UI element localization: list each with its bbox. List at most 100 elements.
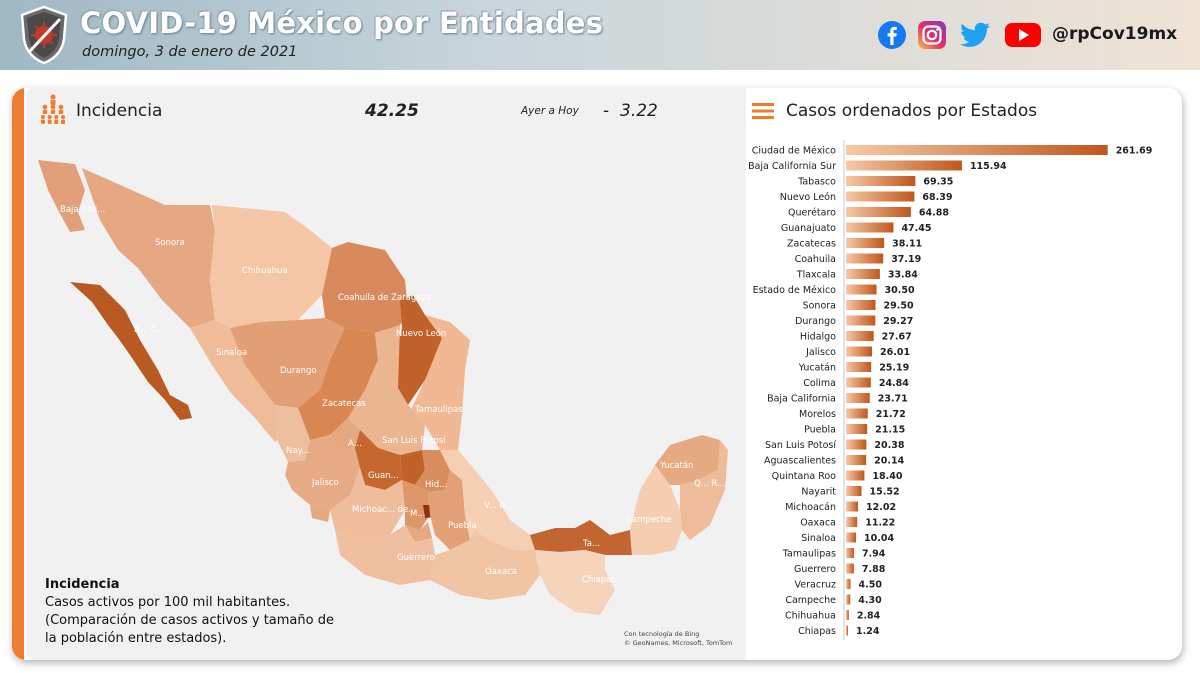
state-estado-de-mexico[interactable] (402, 480, 430, 530)
bar[interactable] (846, 331, 874, 341)
bar[interactable] (846, 439, 867, 450)
value-label: 69.35 (923, 177, 953, 188)
category-label: Ciudad de México (752, 146, 836, 157)
social-handle[interactable]: @rpCov19mx (1052, 24, 1178, 44)
bar[interactable] (846, 610, 849, 620)
bar[interactable] (846, 269, 880, 279)
bar[interactable] (846, 532, 857, 543)
state-oaxaca[interactable] (430, 530, 540, 600)
state-yucatan[interactable] (655, 435, 720, 485)
bar[interactable] (846, 300, 876, 310)
value-label: 24.84 (879, 378, 909, 389)
map-label-campeche: Campeche (626, 515, 671, 525)
instagram-icon[interactable] (917, 20, 947, 50)
bar[interactable] (846, 362, 872, 372)
bar[interactable] (846, 501, 859, 512)
map-label-sinaloa: Sinaloa (216, 348, 247, 358)
value-label: 1.24 (856, 626, 880, 637)
map-label-sonora: Sonora (155, 238, 185, 248)
state-chihuahua[interactable] (210, 205, 332, 328)
legend-title: Incidencia (45, 577, 120, 592)
bar[interactable] (846, 424, 868, 434)
map-label-zacatecas: Zacatecas (322, 399, 366, 409)
state-colima[interactable] (310, 505, 330, 522)
map-label-jalisco: Jalisco (311, 478, 339, 488)
state-campeche[interactable] (630, 465, 682, 555)
state-quintana-roo[interactable] (680, 440, 728, 540)
state-durango[interactable] (230, 318, 345, 408)
bar[interactable] (846, 377, 871, 388)
value-label: 115.94 (970, 161, 1007, 172)
state-san-luis-potosi[interactable] (348, 325, 425, 455)
state-hidalgo[interactable] (415, 450, 450, 492)
bar[interactable] (846, 408, 868, 419)
value-label: 18.40 (872, 471, 902, 482)
state-guanajuato[interactable] (355, 430, 402, 490)
value-label: 29.27 (883, 316, 913, 327)
bar[interactable] (846, 579, 851, 589)
bar[interactable] (846, 207, 911, 217)
bar[interactable] (846, 563, 854, 574)
bar[interactable] (846, 145, 1108, 155)
category-label: Baja California Sur (748, 161, 836, 172)
state-tamaulipas[interactable] (410, 315, 470, 450)
state-guerrero[interactable] (335, 525, 435, 585)
bar[interactable] (846, 594, 851, 605)
state-tabasco[interactable] (530, 520, 632, 555)
bar[interactable] (846, 284, 877, 295)
bar[interactable] (846, 253, 884, 264)
state-zacatecas[interactable] (298, 328, 378, 440)
bar[interactable] (846, 548, 854, 558)
page-title: COVID-19 México por Entidades (80, 6, 604, 40)
state-puebla[interactable] (428, 470, 470, 550)
twitter-icon[interactable] (958, 20, 992, 50)
facebook-icon[interactable] (877, 20, 907, 50)
state-veracruz[interactable] (440, 450, 535, 550)
bar[interactable] (846, 455, 867, 465)
virus-shield-logo-icon (20, 5, 68, 65)
state-sinaloa[interactable] (190, 320, 285, 442)
value-label: 21.72 (876, 409, 906, 420)
bar[interactable] (846, 160, 962, 171)
bar[interactable] (846, 176, 916, 186)
bar[interactable] (846, 625, 848, 636)
state-baja-california[interactable] (38, 160, 85, 232)
bar[interactable] (846, 346, 873, 357)
value-label: 21.15 (875, 425, 905, 436)
bar[interactable] (846, 486, 862, 496)
state-morelos[interactable] (405, 522, 432, 542)
bar[interactable] (846, 517, 858, 527)
state-michoacan[interactable] (330, 468, 405, 540)
category-label: Chiapas (798, 626, 836, 637)
map-label-veracruz: V... d... (484, 501, 513, 511)
bar[interactable] (846, 315, 876, 326)
bar[interactable] (846, 393, 870, 403)
state-jalisco[interactable] (285, 435, 360, 510)
category-label: San Luis Potosí (765, 440, 836, 451)
state-queretaro[interactable] (400, 450, 425, 485)
category-label: Guerrero (794, 564, 836, 575)
state-sonora[interactable] (82, 168, 215, 328)
value-label: 20.14 (874, 456, 904, 467)
state-nayarit[interactable] (275, 405, 310, 462)
value-label: 27.67 (882, 332, 912, 343)
value-label: 12.02 (866, 502, 896, 513)
state-nuevo-leon[interactable] (395, 295, 442, 405)
value-label: 4.30 (858, 595, 882, 606)
bar[interactable] (846, 238, 885, 248)
state-aguascalientes[interactable] (330, 418, 360, 450)
category-label: Tabasco (797, 177, 836, 188)
bar[interactable] (846, 470, 865, 481)
ranking-bar-chart: Ciudad de México 261.69 Baja California Su… (748, 140, 1152, 640)
value-label: 47.45 (901, 223, 931, 234)
bar[interactable] (846, 191, 915, 202)
value-label: 68.39 (922, 192, 952, 203)
state-chiapas[interactable] (535, 550, 615, 615)
bar[interactable] (846, 222, 894, 233)
map-credit-2: © GeoNames, Microsoft, TomTom (624, 639, 733, 647)
state-coahuila[interactable] (322, 242, 408, 333)
map-label-nuevo-leon: Nuevo León (396, 328, 446, 339)
state-baja-california-sur[interactable] (70, 282, 192, 420)
youtube-icon[interactable] (1004, 20, 1042, 50)
ranking-title: Casos ordenados por Estados (786, 101, 1038, 121)
